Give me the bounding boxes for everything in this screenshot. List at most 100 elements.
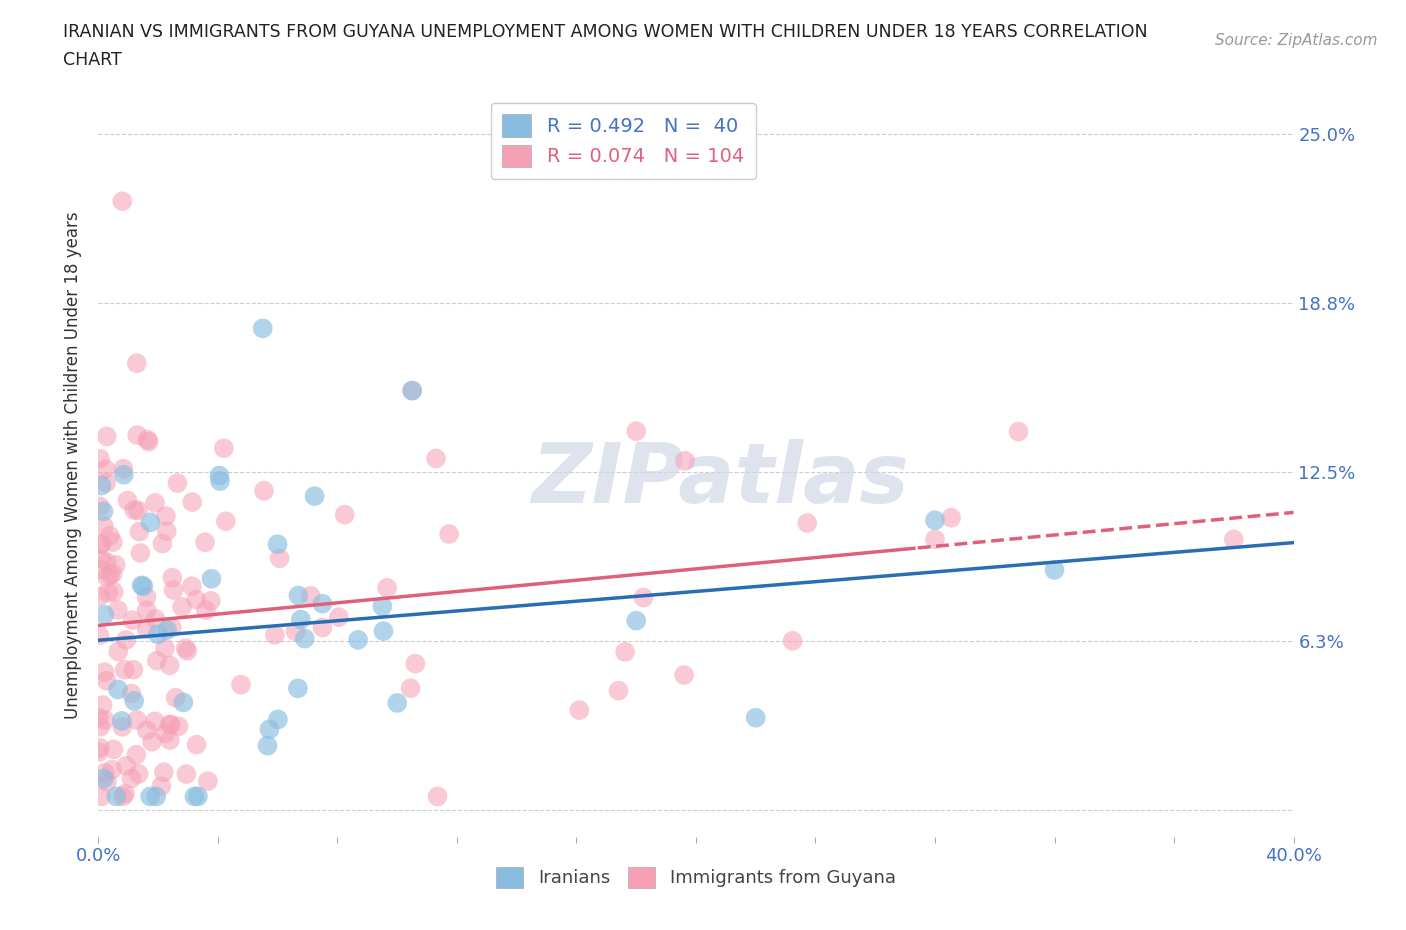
Point bbox=[170, 600, 193, 615]
Point bbox=[229, 677, 252, 692]
Point bbox=[96, 569, 118, 584]
Point bbox=[89, 720, 111, 735]
Point bbox=[97, 585, 120, 600]
Point bbox=[284, 624, 307, 639]
Point bbox=[294, 631, 316, 646]
Point bbox=[187, 789, 209, 804]
Point bbox=[87, 745, 110, 760]
Point bbox=[180, 578, 202, 593]
Point bbox=[90, 478, 112, 493]
Point bbox=[141, 735, 163, 750]
Point bbox=[1223, 532, 1246, 547]
Point bbox=[745, 711, 768, 725]
Point bbox=[425, 451, 447, 466]
Point bbox=[145, 789, 167, 804]
Point bbox=[194, 603, 217, 618]
Point bbox=[94, 461, 117, 476]
Point bbox=[125, 356, 148, 371]
Point bbox=[373, 624, 395, 639]
Point bbox=[673, 454, 696, 469]
Point bbox=[98, 528, 121, 543]
Y-axis label: Unemployment Among Women with Children Under 18 years: Unemployment Among Women with Children U… bbox=[65, 211, 83, 719]
Point bbox=[90, 562, 112, 577]
Point bbox=[143, 714, 166, 729]
Point bbox=[328, 610, 350, 625]
Point bbox=[568, 703, 591, 718]
Point bbox=[253, 484, 276, 498]
Point bbox=[89, 628, 111, 643]
Point bbox=[626, 424, 648, 439]
Point bbox=[266, 537, 288, 551]
Point bbox=[135, 622, 157, 637]
Point bbox=[90, 789, 112, 804]
Point bbox=[135, 590, 157, 604]
Point bbox=[287, 588, 309, 603]
Point bbox=[626, 613, 648, 628]
Point bbox=[115, 758, 138, 773]
Point bbox=[93, 771, 115, 786]
Point bbox=[299, 589, 322, 604]
Point bbox=[924, 532, 946, 547]
Point bbox=[404, 657, 426, 671]
Point bbox=[371, 599, 394, 614]
Point bbox=[96, 429, 118, 444]
Point bbox=[132, 578, 155, 593]
Point bbox=[385, 696, 409, 711]
Point bbox=[107, 644, 129, 659]
Point bbox=[139, 789, 162, 804]
Point bbox=[215, 513, 238, 528]
Point bbox=[94, 712, 117, 727]
Point bbox=[304, 488, 326, 503]
Point bbox=[200, 571, 222, 586]
Text: CHART: CHART bbox=[63, 51, 122, 69]
Point bbox=[162, 570, 184, 585]
Point bbox=[101, 762, 124, 777]
Point bbox=[121, 613, 143, 628]
Point bbox=[197, 774, 219, 789]
Point bbox=[96, 775, 118, 790]
Point bbox=[159, 658, 181, 672]
Text: IRANIAN VS IMMIGRANTS FROM GUYANA UNEMPLOYMENT AMONG WOMEN WITH CHILDREN UNDER 1: IRANIAN VS IMMIGRANTS FROM GUYANA UNEMPL… bbox=[63, 23, 1147, 41]
Point bbox=[135, 723, 157, 737]
Point bbox=[401, 383, 423, 398]
Point bbox=[125, 747, 148, 762]
Point bbox=[129, 546, 152, 561]
Point bbox=[152, 536, 174, 551]
Point bbox=[252, 321, 274, 336]
Point bbox=[153, 764, 176, 779]
Point bbox=[96, 475, 118, 490]
Point bbox=[176, 644, 198, 658]
Point bbox=[183, 789, 205, 804]
Point bbox=[90, 551, 112, 566]
Point bbox=[633, 591, 655, 605]
Point bbox=[200, 593, 222, 608]
Point bbox=[114, 786, 136, 801]
Point bbox=[347, 632, 370, 647]
Point bbox=[121, 686, 143, 701]
Point bbox=[311, 620, 333, 635]
Point bbox=[176, 766, 198, 781]
Point bbox=[107, 682, 129, 697]
Point bbox=[165, 690, 187, 705]
Text: Source: ZipAtlas.com: Source: ZipAtlas.com bbox=[1215, 33, 1378, 47]
Point bbox=[89, 537, 111, 551]
Point bbox=[614, 644, 637, 659]
Point bbox=[333, 507, 356, 522]
Point bbox=[156, 524, 179, 538]
Point bbox=[375, 580, 398, 595]
Point bbox=[96, 673, 118, 688]
Point bbox=[174, 641, 197, 656]
Point bbox=[131, 578, 153, 592]
Point bbox=[136, 432, 159, 447]
Point bbox=[139, 515, 162, 530]
Point bbox=[796, 515, 818, 530]
Point bbox=[160, 620, 183, 635]
Point bbox=[143, 611, 166, 626]
Point bbox=[782, 633, 804, 648]
Text: ZIPatlas: ZIPatlas bbox=[531, 439, 908, 521]
Point bbox=[127, 428, 149, 443]
Point bbox=[91, 698, 114, 712]
Point bbox=[93, 665, 115, 680]
Point bbox=[93, 504, 115, 519]
Point bbox=[426, 789, 449, 804]
